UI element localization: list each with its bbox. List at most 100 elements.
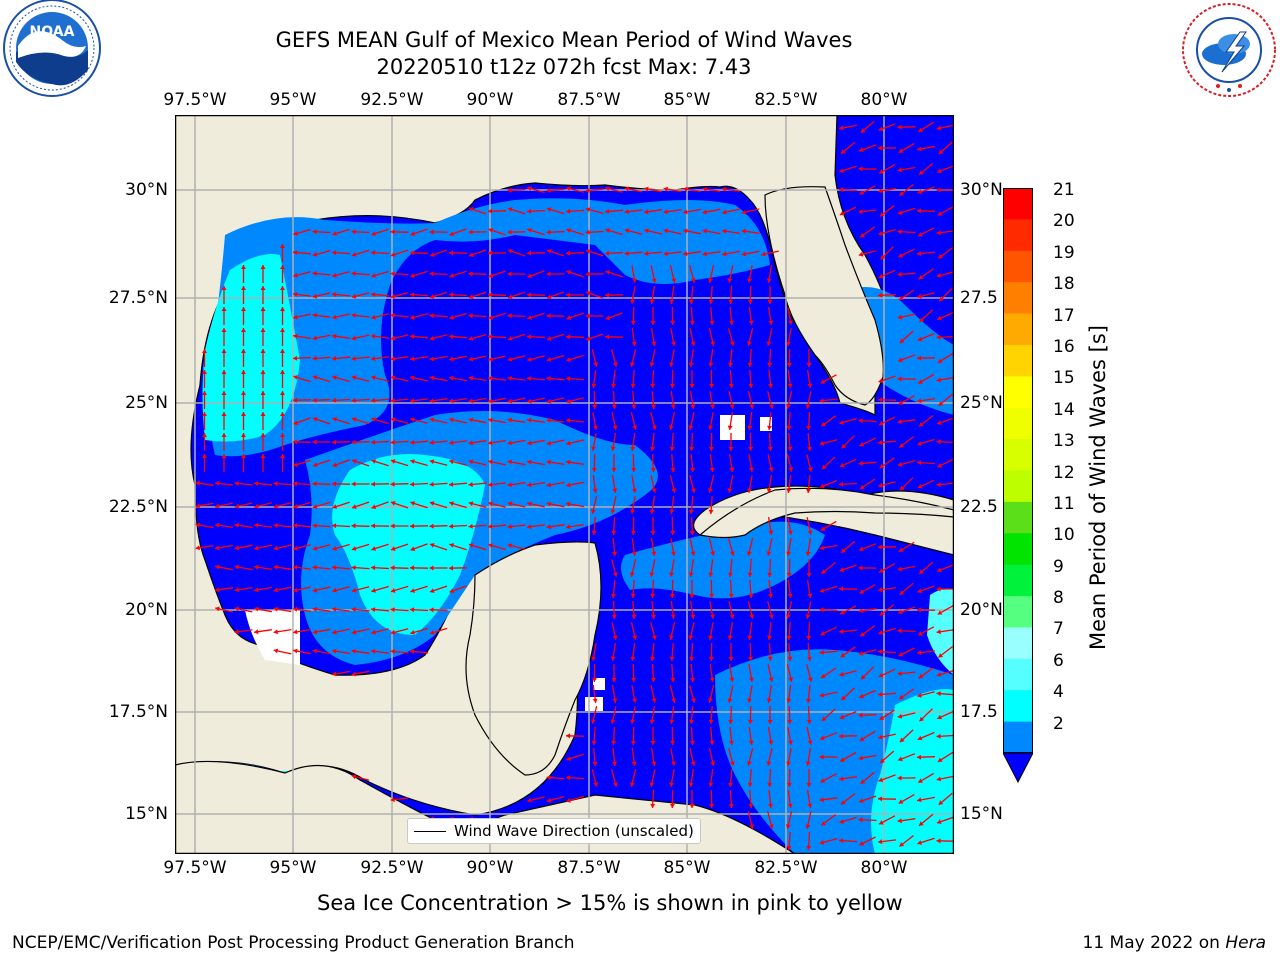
wind-wave-arrowhead	[507, 207, 513, 212]
lon-tick-top: 92.5°W	[360, 90, 424, 110]
wind-wave-arrowhead	[670, 467, 676, 472]
wind-wave-arrowhead	[707, 488, 713, 493]
wind-wave-arrowhead	[312, 629, 318, 635]
wind-wave-arrowhead	[351, 439, 356, 445]
wind-wave-arrowhead	[671, 698, 677, 703]
wind-wave-arrowhead	[605, 186, 610, 192]
wind-wave-arrowhead	[878, 544, 882, 550]
wind-wave-arrowhead	[254, 587, 259, 593]
wind-wave-arrowhead	[469, 207, 474, 212]
wind-wave-arrowhead	[429, 565, 434, 571]
wind-wave-arrowhead	[806, 425, 812, 430]
wind-wave-arrowhead	[507, 271, 512, 277]
wind-wave-arrowhead	[766, 551, 772, 556]
wind-wave-arrowhead	[593, 782, 599, 787]
wind-wave-arrowhead	[586, 291, 591, 296]
wind-wave-arrowhead	[241, 307, 246, 311]
wind-wave-arrowhead	[708, 635, 713, 640]
wind-wave-arrowhead	[592, 488, 598, 493]
wind-wave-arrowhead	[273, 648, 279, 654]
wind-wave-arrowhead	[332, 606, 337, 612]
wind-wave-arrowhead	[728, 362, 733, 367]
wind-wave-arrowhead	[293, 397, 297, 403]
colorbar-segment	[1003, 564, 1033, 597]
wind-wave-arrowhead	[293, 355, 298, 361]
lon-tick-top: 85°W	[663, 90, 711, 110]
wind-wave-arrowhead	[768, 614, 774, 619]
noaa-logo: NOAA	[0, 0, 104, 104]
wind-wave-arrowhead	[898, 400, 904, 405]
wind-wave-arrowhead	[897, 628, 902, 634]
wind-wave-arrowhead	[936, 586, 941, 592]
wind-wave-arrowhead	[650, 467, 656, 472]
wind-wave-arrowhead	[897, 775, 902, 781]
wind-wave-arrowhead	[880, 758, 885, 763]
wind-wave-arrowhead	[351, 587, 357, 593]
wind-wave-arrowhead	[430, 252, 435, 257]
wind-wave-arrowhead	[936, 629, 941, 635]
wind-wave-arrowhead	[936, 439, 941, 445]
wind-wave-arrowhead	[429, 459, 435, 465]
wind-wave-arrowhead	[879, 169, 884, 174]
wind-wave-arrowhead	[527, 797, 532, 803]
colorbar-tick-label: 17	[1053, 305, 1075, 326]
wind-wave-arrowhead	[293, 545, 298, 551]
wind-wave-arrowhead	[468, 459, 474, 465]
wind-wave-arrowhead	[939, 296, 944, 302]
wind-wave-arrowhead	[669, 446, 675, 451]
colorbar-tick-label: 7	[1053, 619, 1064, 640]
wind-wave-arrowhead	[332, 355, 337, 361]
wind-wave-arrowhead	[807, 803, 813, 808]
wind-wave-arrowhead	[898, 357, 903, 363]
footer-credit: NCEP/EMC/Verification Post Processing Pr…	[12, 933, 575, 953]
wind-wave-arrowhead	[651, 761, 657, 766]
map-legend: Wind Wave Direction (unscaled)	[407, 818, 701, 844]
wind-wave-arrowhead	[390, 565, 395, 571]
wind-wave-arrowhead	[527, 315, 532, 320]
wind-wave-arrowhead	[766, 761, 772, 766]
wind-wave-arrowhead	[729, 341, 735, 346]
wind-wave-arrowhead	[819, 797, 824, 803]
wind-wave-arrowhead	[728, 803, 734, 808]
wind-wave-arrowhead	[663, 209, 668, 215]
colorbar-tick-label: 14	[1053, 399, 1075, 420]
wind-wave-arrowhead	[390, 417, 396, 423]
wind-wave-arrowhead	[787, 446, 793, 451]
wind-wave-arrowhead	[747, 635, 753, 640]
wind-wave-arrowhead	[468, 523, 473, 529]
colorbar-segment	[1003, 188, 1033, 220]
wind-wave-arrowhead	[858, 166, 863, 172]
wind-wave-arrowhead	[429, 501, 435, 506]
wind-wave-arrowhead	[786, 635, 792, 640]
wind-wave-arrowhead	[709, 740, 715, 745]
wind-wave-arrowhead	[202, 454, 207, 458]
wind-wave-arrowhead	[410, 630, 415, 635]
wind-wave-arrowhead	[449, 356, 454, 362]
wind-wave-arrowhead	[592, 761, 598, 766]
wind-wave-arrowhead	[313, 462, 318, 467]
wind-wave-arrowhead	[708, 299, 714, 304]
wind-wave-arrowhead	[241, 370, 246, 374]
colorbar-tick-label: 2	[1053, 713, 1064, 734]
wind-wave-arrowhead	[651, 635, 657, 640]
wind-wave-arrowhead	[859, 841, 865, 846]
wind-wave-arrowhead	[610, 656, 616, 661]
wind-wave-arrowhead	[429, 335, 435, 341]
wind-wave-arrowhead	[546, 313, 551, 319]
wind-wave-arrowhead	[840, 610, 845, 615]
wind-wave-arrowhead	[488, 334, 493, 340]
wind-wave-arrowhead	[897, 713, 903, 719]
wind-wave-arrowhead	[566, 208, 571, 214]
wind-wave-arrowhead	[630, 719, 635, 724]
colorbar-segment	[1003, 282, 1033, 315]
wind-wave-arrowhead	[410, 649, 415, 655]
wind-wave-arrowhead	[663, 251, 668, 257]
map-panel[interactable]	[174, 114, 955, 855]
lat-tick-left: 27.5°N	[108, 288, 168, 308]
wind-wave-arrowhead	[936, 272, 942, 278]
wind-wave-arrowhead	[234, 606, 240, 612]
colorbar-segment	[1003, 533, 1033, 566]
wind-wave-arrowhead	[610, 446, 616, 451]
wind-wave-arrowhead	[649, 362, 655, 367]
wind-wave-arrowhead	[936, 672, 942, 677]
